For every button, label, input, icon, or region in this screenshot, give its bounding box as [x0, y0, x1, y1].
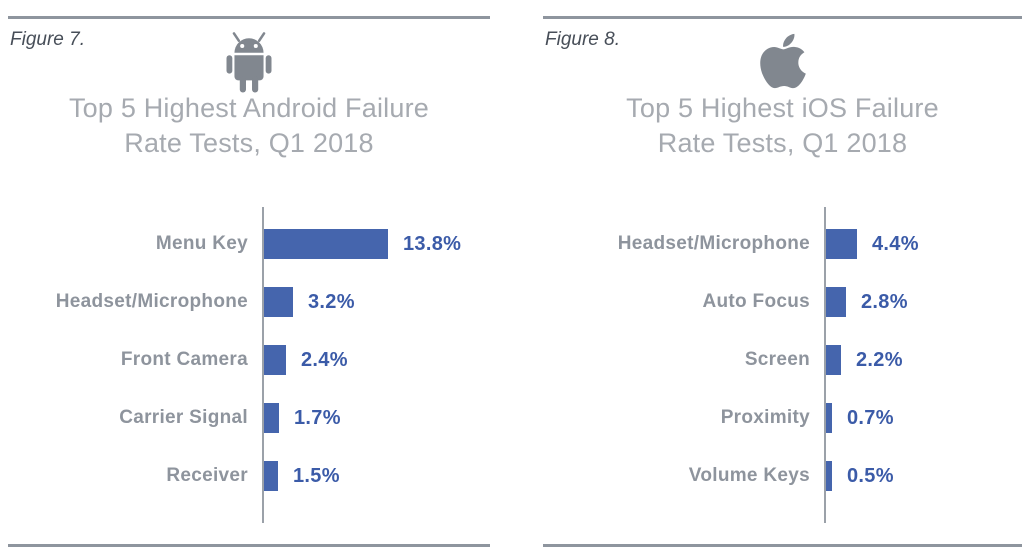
category-label: Auto Focus [702, 291, 810, 312]
category-label: Headset/Microphone [55, 291, 248, 312]
bottom-divider [543, 544, 1022, 547]
bar-rows: Menu Key 13.8% Headset/Microphone 3.2% Front… [8, 207, 490, 505]
chart-title-line2: Rate Tests, Q1 2018 [657, 128, 908, 158]
bar [264, 403, 279, 433]
top-divider [543, 16, 1022, 19]
bar-chart-ios: Headset/Microphone 4.4% Auto Focus 2.8% Scre… [543, 207, 1022, 527]
bar [826, 229, 857, 259]
value-label: 2.4% [301, 348, 348, 371]
bar-row: Menu Key 13.8% [8, 215, 490, 273]
value-label: 2.8% [861, 290, 908, 313]
bar [264, 461, 278, 491]
chart-title: Top 5 Highest iOS Failure Rate Tests, Q1… [543, 91, 1022, 161]
panel-header: Figure 8. Top 5 Highest iOS Failure Rate… [543, 19, 1022, 177]
bar [826, 403, 832, 433]
bar-row: Carrier Signal 1.7% [8, 389, 490, 447]
value-label: 13.8% [403, 232, 462, 255]
bar-row: Screen 2.2% [543, 331, 1022, 389]
category-label: Menu Key [155, 233, 248, 254]
apple-icon [543, 19, 1022, 91]
figure-label: Figure 8. [545, 29, 620, 50]
bar [826, 287, 846, 317]
top-divider [8, 16, 490, 19]
category-label: Proximity [720, 407, 810, 428]
bar [264, 345, 286, 375]
category-label: Carrier Signal [119, 407, 248, 428]
value-label: 1.7% [294, 406, 341, 429]
category-label: Screen [744, 349, 810, 370]
bar [826, 461, 832, 491]
bar [826, 345, 841, 375]
value-label: 3.2% [308, 290, 355, 313]
value-label: 2.2% [856, 348, 903, 371]
bar-row: Headset/Microphone 3.2% [8, 273, 490, 331]
bar [264, 287, 293, 317]
panel-header: Figure 7. [8, 19, 490, 177]
bottom-divider [8, 544, 490, 547]
chart-title-line1: Top 5 Highest Android Failure [68, 93, 429, 123]
bar-row: Headset/Microphone 4.4% [543, 215, 1022, 273]
bar-row: Auto Focus 2.8% [543, 273, 1022, 331]
bar-row: Proximity 0.7% [543, 389, 1022, 447]
value-label: 0.5% [847, 464, 894, 487]
value-label: 0.7% [847, 406, 894, 429]
category-label: Volume Keys [688, 465, 810, 486]
chart-title: Top 5 Highest Android Failure Rate Tests… [8, 91, 490, 161]
panel-ios: Figure 8. Top 5 Highest iOS Failure Rate… [543, 16, 1022, 547]
bar-row: Front Camera 2.4% [8, 331, 490, 389]
y-axis-line [824, 207, 826, 523]
android-icon [8, 19, 490, 93]
category-label: Front Camera [120, 349, 248, 370]
chart-title-line1: Top 5 Highest iOS Failure [626, 93, 939, 123]
bar [264, 229, 388, 259]
chart-title-line2: Rate Tests, Q1 2018 [124, 128, 374, 158]
value-label: 1.5% [293, 464, 340, 487]
category-label: Receiver [166, 465, 248, 486]
bar-rows: Headset/Microphone 4.4% Auto Focus 2.8% Scre… [543, 207, 1022, 505]
y-axis-line [262, 207, 264, 523]
bar-chart-android: Menu Key 13.8% Headset/Microphone 3.2% Front… [8, 207, 490, 527]
figure-label: Figure 7. [10, 29, 85, 50]
category-label: Headset/Microphone [617, 233, 810, 254]
value-label: 4.4% [872, 232, 919, 255]
panel-android: Figure 7. [8, 16, 490, 547]
bar-row: Receiver 1.5% [8, 447, 490, 505]
bar-row: Volume Keys 0.5% [543, 447, 1022, 505]
